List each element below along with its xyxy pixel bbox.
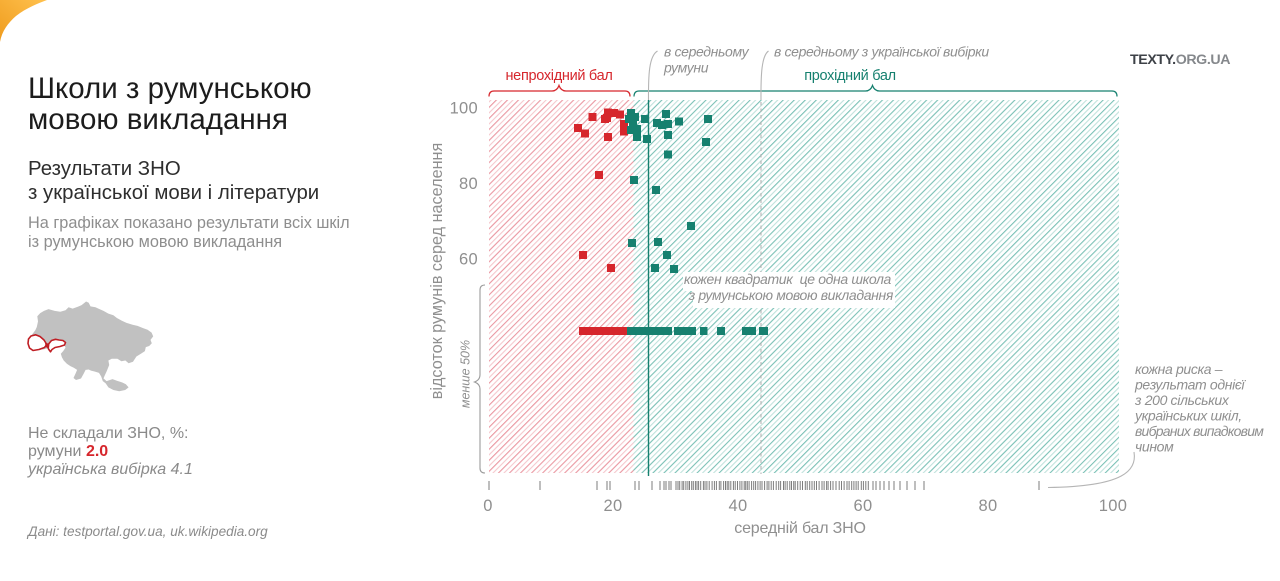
svg-text:результат однієї: результат однієї: [1134, 377, 1246, 393]
svg-text:80: 80: [979, 497, 998, 515]
svg-text:вибраних випадковим: вибраних випадковим: [1135, 423, 1264, 439]
svg-text:100: 100: [1099, 497, 1127, 515]
svg-text:TEXTY.ORG.UA: TEXTY.ORG.UA: [1130, 52, 1230, 68]
svg-text:0: 0: [483, 497, 492, 515]
svg-text:80: 80: [459, 175, 478, 193]
svg-text:відсоток румунів серед населен: відсоток румунів серед населення: [428, 143, 446, 399]
svg-text:в середньому з української виб: в середньому з української вибірки: [774, 44, 989, 60]
svg-text:українських шкіл,: українських шкіл,: [1134, 408, 1242, 424]
svg-text:кожна риска –: кожна риска –: [1135, 361, 1223, 377]
svg-text:60: 60: [459, 251, 478, 269]
svg-text:чином: чином: [1135, 439, 1174, 455]
svg-text:40: 40: [729, 497, 748, 515]
svg-text:з 200 сільських: з 200 сільських: [1134, 392, 1230, 408]
svg-text:з румунською мовою викладання: з румунською мовою викладання: [688, 287, 894, 303]
svg-text:прохідний бал: прохідний бал: [804, 68, 896, 84]
svg-text:менше 50%: менше 50%: [459, 340, 473, 408]
svg-text:20: 20: [604, 497, 623, 515]
svg-text:непрохідний бал: непрохідний бал: [505, 68, 612, 84]
svg-text:кожен квадратик це одна школа: кожен квадратик це одна школа: [684, 271, 892, 287]
svg-text:в середньому: в середньому: [664, 44, 750, 60]
svg-text:середній бал ЗНО: середній бал ЗНО: [734, 520, 865, 537]
svg-text:румуни: румуни: [663, 60, 709, 76]
svg-text:100: 100: [450, 100, 478, 118]
svg-text:60: 60: [854, 497, 873, 515]
